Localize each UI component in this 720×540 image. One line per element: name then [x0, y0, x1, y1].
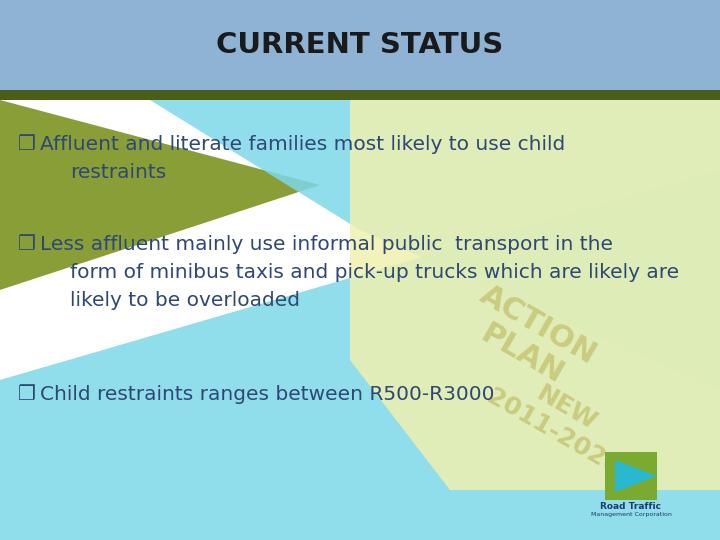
Text: form of minibus taxis and pick-up trucks which are likely are: form of minibus taxis and pick-up trucks…	[70, 263, 679, 282]
Text: Less affluent mainly use informal public  transport in the: Less affluent mainly use informal public…	[40, 235, 613, 254]
Text: ❒: ❒	[18, 385, 36, 404]
Bar	[0, 90, 720, 100]
Text: likely to be overloaded: likely to be overloaded	[70, 291, 300, 310]
Bar	[605, 452, 657, 500]
Text: Management Corporation: Management Corporation	[590, 512, 672, 517]
Text: Child restraints ranges between R500-R3000: Child restraints ranges between R500-R30…	[40, 385, 495, 404]
Text: ❒: ❒	[18, 235, 36, 254]
Polygon shape	[150, 100, 720, 390]
Text: ❒: ❒	[18, 135, 36, 154]
Text: restraints: restraints	[70, 163, 166, 182]
Polygon shape	[615, 460, 657, 492]
Text: CURRENT STATUS: CURRENT STATUS	[217, 31, 503, 59]
Text: NEW
2011-2020: NEW 2011-2020	[482, 360, 638, 480]
Polygon shape	[350, 100, 720, 490]
Polygon shape	[0, 100, 320, 290]
Text: Road Traffic: Road Traffic	[600, 502, 662, 511]
Text: ACTION
PLAN: ACTION PLAN	[459, 281, 602, 400]
Bar	[0, 0, 720, 90]
Text: Affluent and literate families most likely to use child: Affluent and literate families most like…	[40, 135, 565, 154]
Polygon shape	[0, 170, 720, 540]
